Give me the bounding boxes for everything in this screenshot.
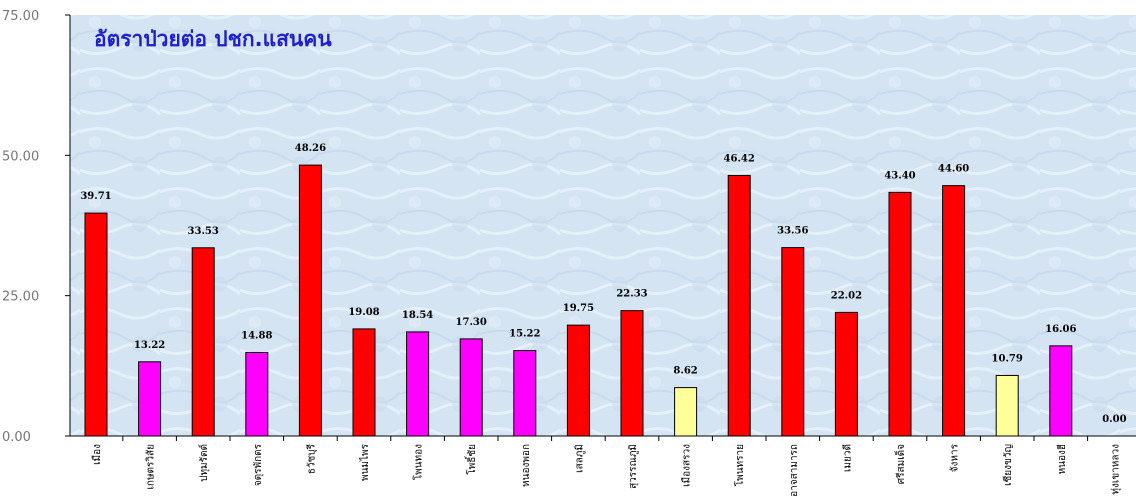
y-axis: 0.00 25.00 50.00 75.00 — [2, 9, 71, 445]
data-label: 33.53 — [188, 226, 219, 237]
bar — [352, 328, 376, 437]
bar — [674, 387, 698, 437]
bar — [727, 174, 751, 437]
x-tick-label: เสลภูมิ — [574, 444, 585, 473]
data-label: 22.33 — [616, 289, 647, 300]
bar — [620, 310, 644, 437]
bar — [191, 247, 215, 437]
bar — [459, 338, 483, 437]
x-tick-label: เมยวดี — [841, 444, 853, 472]
data-label: 39.71 — [80, 191, 111, 202]
bar — [888, 191, 912, 437]
x-tick-label: อาจสามารถ — [789, 444, 800, 497]
x-tick-label: โพนทอง — [412, 444, 425, 480]
x-tick-label: สุวรรณภูมิ — [628, 444, 639, 489]
x-tick-label: หนองฮี — [1056, 444, 1068, 474]
data-label: 14.88 — [241, 330, 272, 341]
bar — [1049, 345, 1073, 437]
data-label: 22.02 — [831, 290, 862, 301]
bar-series — [84, 164, 1073, 437]
data-label: 48.26 — [295, 143, 326, 154]
data-labels: 39.71 13.22 33.53 14.88 48.26 19.08 18.54 17.30… — [80, 143, 1126, 425]
bar — [298, 164, 322, 437]
bar — [513, 350, 537, 437]
y-tick-label: 0.00 — [2, 430, 31, 445]
bar — [406, 331, 430, 437]
x-tick-label: ธวัชบุรี — [305, 443, 317, 474]
x-tick-label: เมืองสรวง — [681, 444, 693, 487]
data-label: 44.60 — [938, 164, 969, 175]
x-tick-label: เมือง — [91, 444, 103, 465]
data-label: 16.06 — [1045, 324, 1076, 335]
y-tick-label: 25.00 — [2, 290, 39, 305]
y-tick-label: 75.00 — [2, 9, 39, 24]
x-tick-label: โพธิ์ชัย — [464, 444, 478, 475]
bar — [138, 361, 162, 437]
data-label: 15.22 — [509, 329, 540, 340]
data-label: 8.62 — [673, 366, 697, 377]
x-axis — [70, 435, 1136, 441]
data-label: 0.00 — [1102, 414, 1126, 425]
x-tick-label: จตุรพักตร — [253, 443, 264, 486]
x-tick-label: จังหาร — [950, 443, 961, 472]
data-label: 19.75 — [563, 303, 594, 314]
x-tick-label: หนองพอก — [521, 444, 532, 487]
bar — [781, 247, 805, 437]
data-label: 13.22 — [134, 340, 165, 351]
bar — [995, 374, 1019, 437]
x-tick-label: ศรีสมเด็จ — [893, 444, 907, 484]
bar — [84, 212, 108, 437]
data-label: 10.79 — [992, 353, 1023, 364]
bar — [566, 324, 590, 437]
plot-background — [70, 15, 1136, 436]
bar — [834, 311, 858, 437]
bar — [245, 351, 269, 437]
bar — [942, 185, 966, 437]
chart-title: อัตราป่วยต่อ ปชก.แสนคน — [94, 27, 332, 51]
x-tick-label: เกษตรวิสัย — [146, 444, 157, 490]
x-tick-labels: เมือง เกษตรวิสัย ปทุมรัตต์ จตุรพักตร ธวัชบุร… — [91, 443, 1121, 496]
data-label: 18.54 — [402, 310, 433, 321]
y-tick-label: 50.00 — [2, 149, 39, 164]
x-tick-label: พนมไพร — [359, 443, 371, 481]
x-tick-label: ทุ่งเขาหลวง — [1110, 444, 1121, 495]
x-tick-label: ปทุมรัตต์ — [198, 444, 210, 482]
x-tick-label: เชียงขวัญ — [1002, 444, 1014, 486]
data-label: 43.40 — [884, 170, 915, 181]
x-tick-label: โพนทราย — [733, 444, 746, 486]
data-label: 17.30 — [456, 317, 487, 328]
data-label: 46.42 — [724, 153, 755, 164]
data-label: 33.56 — [777, 226, 808, 237]
data-label: 19.08 — [348, 307, 379, 318]
